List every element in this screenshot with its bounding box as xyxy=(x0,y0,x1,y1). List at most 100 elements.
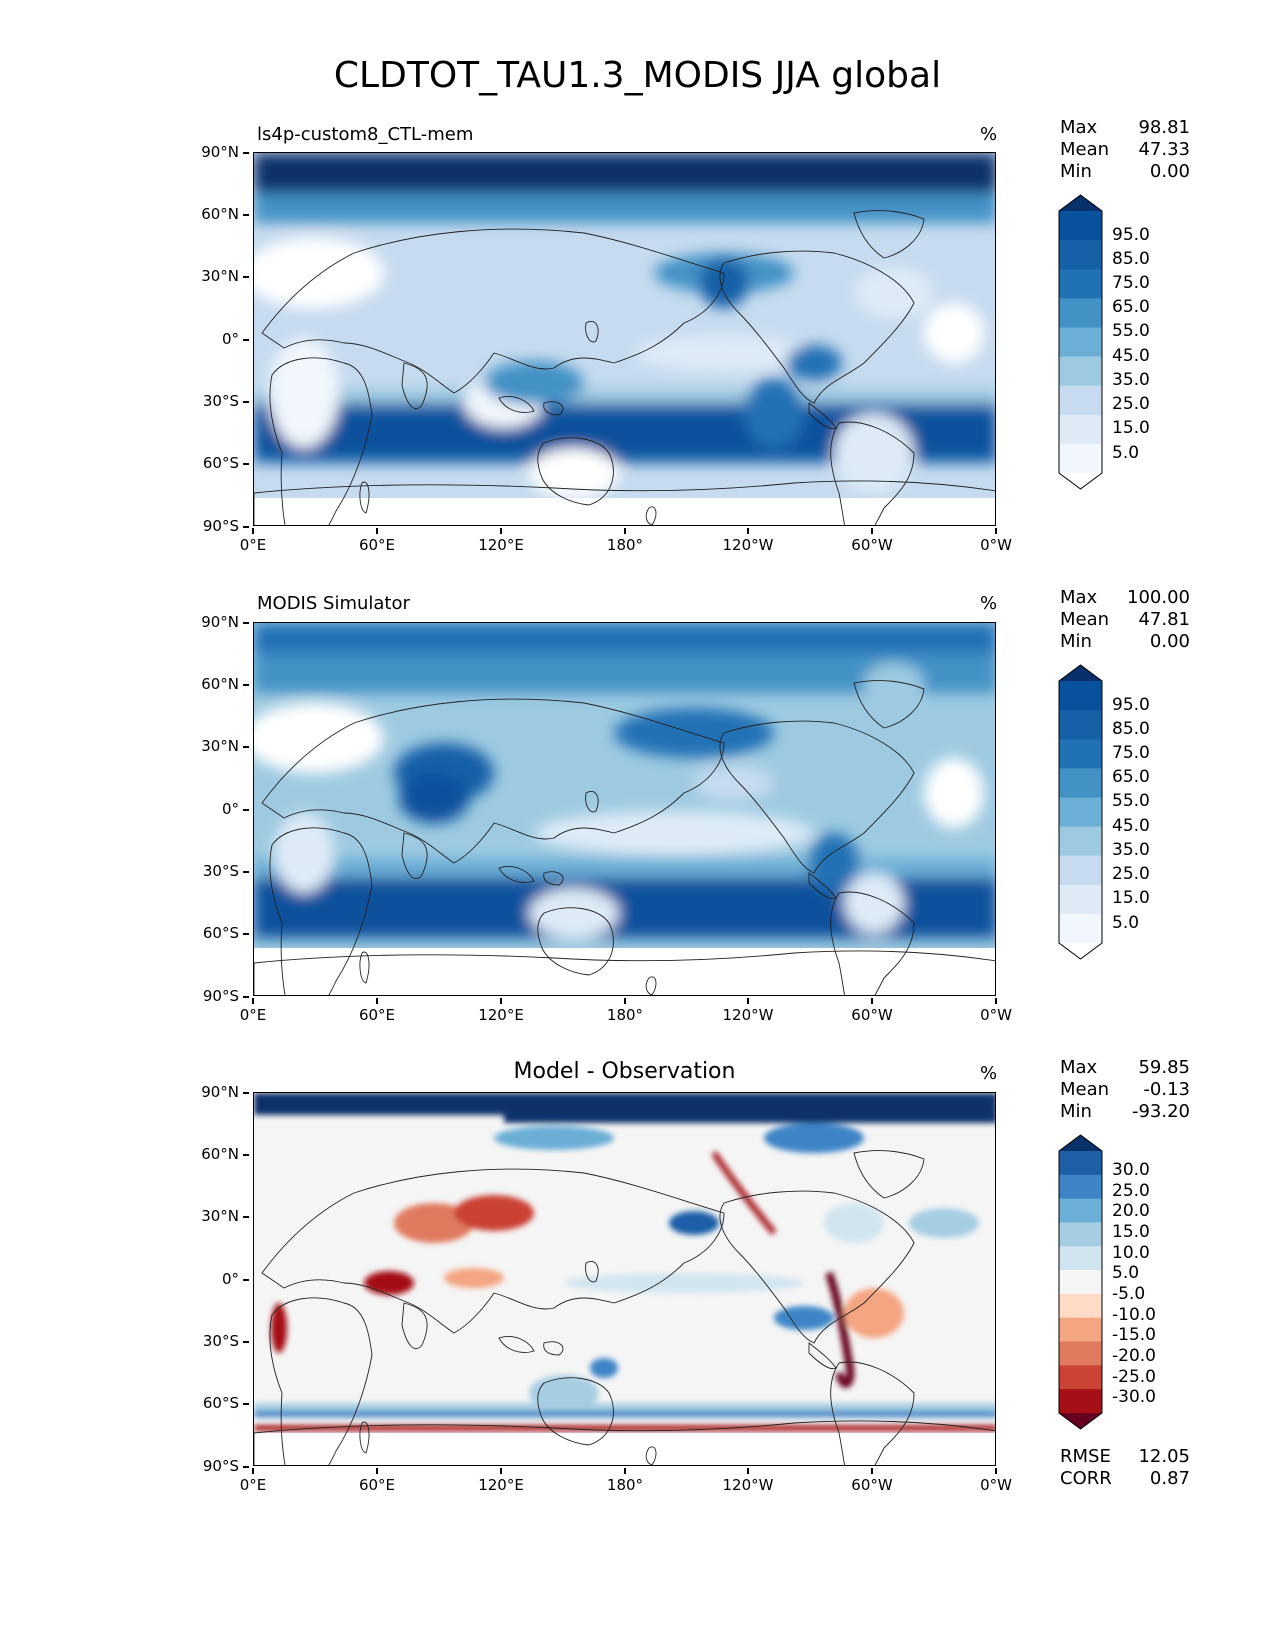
colorbar-bin xyxy=(1059,797,1102,828)
map-difference xyxy=(253,1092,996,1466)
unit-label: % xyxy=(980,1063,998,1084)
colorbar-extend-top xyxy=(1059,195,1102,211)
lon-tick: 60°W xyxy=(832,998,912,1024)
stat-value: -93.20 xyxy=(1131,1101,1190,1122)
lat-tick: 90°S xyxy=(202,987,250,1005)
colorbar-tick: 35.0 xyxy=(1112,840,1150,860)
lat-tick: 30°N xyxy=(201,737,249,755)
stat-label: Min xyxy=(1060,161,1092,182)
colorbar-tick: 45.0 xyxy=(1112,816,1150,836)
colorbar-extend-bottom xyxy=(1059,473,1102,489)
colorbar-bin xyxy=(1059,443,1102,474)
panel-model: ls4p-custom8_CTL-mem % xyxy=(0,0,1275,554)
colorbar-bin xyxy=(1059,1293,1102,1319)
lon-tick: 0°W xyxy=(956,998,1036,1024)
lat-tick: 90°S xyxy=(202,517,250,535)
colorbar-tick: 5.0 xyxy=(1112,913,1140,933)
lon-tick: 0°E xyxy=(213,528,293,554)
colorbar-outline xyxy=(1058,194,1103,490)
colorbar-bin xyxy=(1059,269,1102,299)
lat-tick: 60°S xyxy=(202,454,250,472)
lon-tick: 60°W xyxy=(832,528,912,554)
colorbar-tick: 30.0 xyxy=(1112,1160,1150,1180)
colorbar-tick: 10.0 xyxy=(1112,1243,1150,1263)
lat-tick: 30°N xyxy=(201,1207,249,1225)
colorbar-tick: 25.0 xyxy=(1112,394,1150,414)
colorbar-tick: -15.0 xyxy=(1112,1325,1156,1345)
lon-tick: 0°E xyxy=(213,998,293,1024)
colorbar-bin xyxy=(1059,884,1102,915)
panel-title: Model - Observation xyxy=(513,1059,736,1084)
colorbar-tick: -20.0 xyxy=(1112,1346,1156,1366)
metric-label: CORR xyxy=(1060,1468,1112,1489)
colorbar-tick: 85.0 xyxy=(1112,719,1150,739)
lat-tick: 0° xyxy=(221,330,250,348)
stats-box: Max 100.00 Mean 47.81 Min 0.00 xyxy=(1060,587,1190,653)
stat-value: 47.81 xyxy=(1138,609,1190,630)
colorbar-graphic xyxy=(1058,664,1103,960)
colorbar-bin xyxy=(1059,356,1102,387)
colorbar-tick: -5.0 xyxy=(1112,1284,1146,1304)
colorbar-tick: 25.0 xyxy=(1112,1181,1150,1201)
lat-tick: 30°S xyxy=(202,1332,250,1350)
metrics-box: RMSE 12.05 CORR 0.87 xyxy=(1060,1446,1190,1490)
stats-box: Max 59.85 Mean -0.13 Min -93.20 xyxy=(1060,1057,1190,1123)
colorbar-bin xyxy=(1059,298,1102,328)
stat-label: Min xyxy=(1060,1101,1092,1122)
colorbar-sequential xyxy=(1058,664,1103,960)
colorbar-tick: 95.0 xyxy=(1112,695,1150,715)
lon-tick: 180° xyxy=(585,998,665,1024)
stat-value: 0.00 xyxy=(1149,161,1190,182)
colorbar-bin xyxy=(1059,1246,1102,1271)
colorbar-tick: -30.0 xyxy=(1112,1387,1156,1407)
lat-tick: 90°N xyxy=(201,1083,249,1101)
colorbar-bin xyxy=(1059,1174,1102,1200)
lon-tick: 0°E xyxy=(213,1468,293,1494)
lat-tick: 60°S xyxy=(202,924,250,942)
colorbar-tick: 45.0 xyxy=(1112,346,1150,366)
metric-value: 0.87 xyxy=(1149,1468,1190,1489)
panel-title: ls4p-custom8_CTL-mem xyxy=(257,124,474,145)
colorbar-bin xyxy=(1059,211,1102,241)
colorbar-graphic xyxy=(1058,194,1103,490)
colorbar-bin xyxy=(1059,240,1102,270)
unit-label: % xyxy=(980,124,998,145)
stat-label: Mean xyxy=(1060,139,1110,160)
colorbar-tick: 75.0 xyxy=(1112,273,1150,293)
map-observation-cloud-fraction xyxy=(253,622,996,996)
lat-tick: 90°S xyxy=(202,1457,250,1475)
colorbar-tick: 65.0 xyxy=(1112,767,1150,787)
colorbar-bin xyxy=(1059,1198,1102,1223)
lon-tick: 180° xyxy=(585,1468,665,1494)
lat-tick: 30°S xyxy=(202,862,250,880)
stat-label: Max xyxy=(1060,1057,1098,1078)
panel-difference: Model - Observation % xyxy=(0,0,1275,1494)
panel-observation: MODIS Simulator % xyxy=(0,0,1275,1024)
stats-box: Max 98.81 Mean 47.33 Min 0.00 xyxy=(1060,117,1190,183)
colorbar-bin xyxy=(1059,1151,1102,1176)
colorbar-bin xyxy=(1059,739,1102,769)
figure-title: CLDTOT_TAU1.3_MODIS JJA global xyxy=(333,55,942,96)
colorbar-bin xyxy=(1059,1365,1102,1390)
map-model-cloud-fraction xyxy=(253,152,996,526)
colorbar-tick: 15.0 xyxy=(1112,418,1150,438)
lat-tick: 30°N xyxy=(201,267,249,285)
colorbar-tick: 25.0 xyxy=(1112,864,1150,884)
lat-tick: 30°S xyxy=(202,392,250,410)
stat-label: Mean xyxy=(1060,609,1110,630)
colorbar-tick: 20.0 xyxy=(1112,1201,1150,1221)
colorbar-tick: 5.0 xyxy=(1112,443,1140,463)
lon-tick: 120°E xyxy=(461,998,541,1024)
colorbar-tick: 5.0 xyxy=(1112,1263,1140,1283)
colorbar-graphic xyxy=(1058,1134,1103,1430)
lon-tick: 120°W xyxy=(708,1468,788,1494)
lat-tick: 60°N xyxy=(201,675,249,693)
stat-value: -0.13 xyxy=(1143,1079,1190,1100)
stat-value: 98.81 xyxy=(1138,117,1190,138)
lon-tick: 180° xyxy=(585,528,665,554)
lon-tick: 60°E xyxy=(337,1468,417,1494)
lon-tick: 0°W xyxy=(956,1468,1036,1494)
colorbar-outline xyxy=(1058,664,1103,960)
colorbar-tick: 75.0 xyxy=(1112,743,1150,763)
metric-label: RMSE xyxy=(1060,1446,1111,1467)
